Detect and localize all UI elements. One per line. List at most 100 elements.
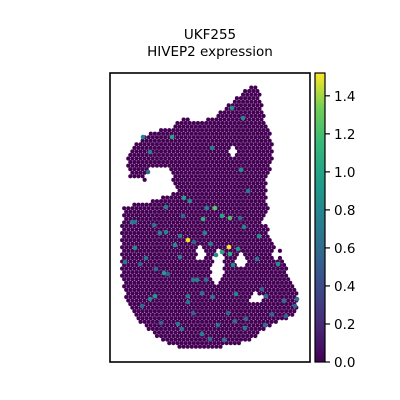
tissue-spot: [230, 223, 235, 229]
tissue-spot: [259, 273, 264, 278]
tissue-spot: [228, 319, 233, 324]
tissue-spot: [267, 302, 272, 307]
tissue-spot: [189, 231, 194, 236]
data-point: [281, 298, 287, 304]
tissue-spot: [241, 284, 246, 289]
tissue-spot: [212, 128, 217, 133]
tissue-spot: [214, 302, 219, 307]
tissue-spot: [267, 131, 272, 136]
tissue-spot: [187, 206, 192, 211]
data-point: [199, 290, 205, 296]
tissue-spot: [279, 273, 285, 278]
tissue-spot: [255, 152, 260, 158]
tissue-spot: [220, 334, 225, 339]
tissue-spot: [220, 149, 225, 154]
tissue-spot: [220, 291, 225, 296]
tissue-spot: [195, 284, 200, 289]
data-point: [204, 205, 210, 211]
tissue-spot: [247, 323, 252, 328]
tissue-spot: [120, 231, 125, 236]
tissue-spot: [183, 192, 188, 197]
tissue-spot: [245, 92, 250, 97]
tissue-spot: [200, 170, 205, 175]
tissue-spot: [216, 234, 221, 239]
tissue-spot: [259, 174, 264, 179]
data-point: [177, 254, 183, 260]
tissue-spot: [185, 160, 190, 165]
tissue-spot: [189, 259, 194, 264]
tissue-spot: [146, 234, 151, 239]
tissue-spot: [146, 135, 151, 140]
tissue-spot: [206, 245, 211, 250]
tissue-spot: [146, 263, 151, 268]
tissue-spot: [277, 305, 283, 310]
colorbar-tick-label: 0.8: [334, 203, 355, 219]
tissue-spot: [208, 298, 213, 303]
tissue-spot: [140, 245, 145, 250]
tissue-spot: [197, 337, 203, 342]
tissue-spot: [263, 181, 268, 186]
tissue-spot: [243, 131, 248, 136]
tissue-spot: [251, 138, 256, 143]
tissue-spot: [193, 273, 198, 278]
tissue-spot: [253, 170, 258, 175]
tissue-spot: [202, 287, 207, 292]
tissue-spot: [177, 131, 182, 136]
tissue-spot: [245, 270, 250, 275]
tissue-spot: [136, 145, 141, 150]
tissue-spot: [128, 174, 133, 179]
tissue-spot: [138, 312, 143, 317]
tissue-spot: [159, 163, 164, 168]
tissue-spot: [216, 184, 221, 189]
tissue-spot: [191, 163, 196, 168]
tissue-spot: [150, 234, 155, 239]
tissue-spot: [255, 145, 260, 150]
tissue-spot: [247, 309, 252, 314]
tissue-spot: [187, 326, 192, 332]
tissue-spot: [257, 206, 262, 211]
tissue-spot: [206, 259, 211, 264]
tissue-spot: [249, 220, 254, 225]
tissue-spot: [255, 131, 260, 136]
tissue-spot: [253, 334, 258, 339]
tissue-spot: [124, 245, 129, 250]
tissue-spot: [253, 99, 258, 104]
tissue-spot: [140, 223, 145, 229]
tissue-spot: [161, 294, 166, 300]
tissue-spot: [202, 337, 207, 342]
tissue-spot: [177, 316, 182, 321]
tissue-spot: [200, 121, 205, 126]
tissue-spot: [187, 163, 192, 168]
tissue-spot: [208, 192, 213, 197]
tissue-spot: [230, 245, 235, 250]
tissue-spot: [259, 160, 264, 165]
tissue-spot: [130, 284, 135, 289]
tissue-spot: [253, 184, 258, 189]
tissue-spot: [259, 231, 264, 236]
tissue-spot: [169, 337, 174, 342]
tissue-spot: [247, 117, 252, 122]
tissue-spot: [202, 323, 207, 328]
data-point: [158, 320, 164, 326]
data-point: [203, 277, 209, 283]
tissue-spot: [208, 305, 213, 310]
tissue-spot: [267, 316, 272, 321]
tissue-spot: [150, 319, 155, 324]
tissue-spot: [212, 326, 217, 332]
tissue-spot: [251, 223, 256, 229]
tissue-spot: [152, 238, 157, 243]
tissue-spot: [267, 280, 272, 285]
tissue-spot: [154, 298, 159, 303]
tissue-spot: [197, 195, 203, 200]
tissue-spot: [236, 206, 241, 211]
tissue-spot: [161, 138, 166, 143]
tissue-spot: [202, 309, 207, 314]
tissue-spot: [200, 156, 205, 161]
tissue-spot: [146, 241, 151, 246]
tissue-spot: [255, 223, 260, 229]
tissue-spot: [134, 156, 139, 161]
tissue-spot: [171, 248, 176, 253]
tissue-spot: [156, 316, 162, 321]
tissue-spot: [173, 337, 178, 342]
tissue-spot: [150, 270, 155, 275]
